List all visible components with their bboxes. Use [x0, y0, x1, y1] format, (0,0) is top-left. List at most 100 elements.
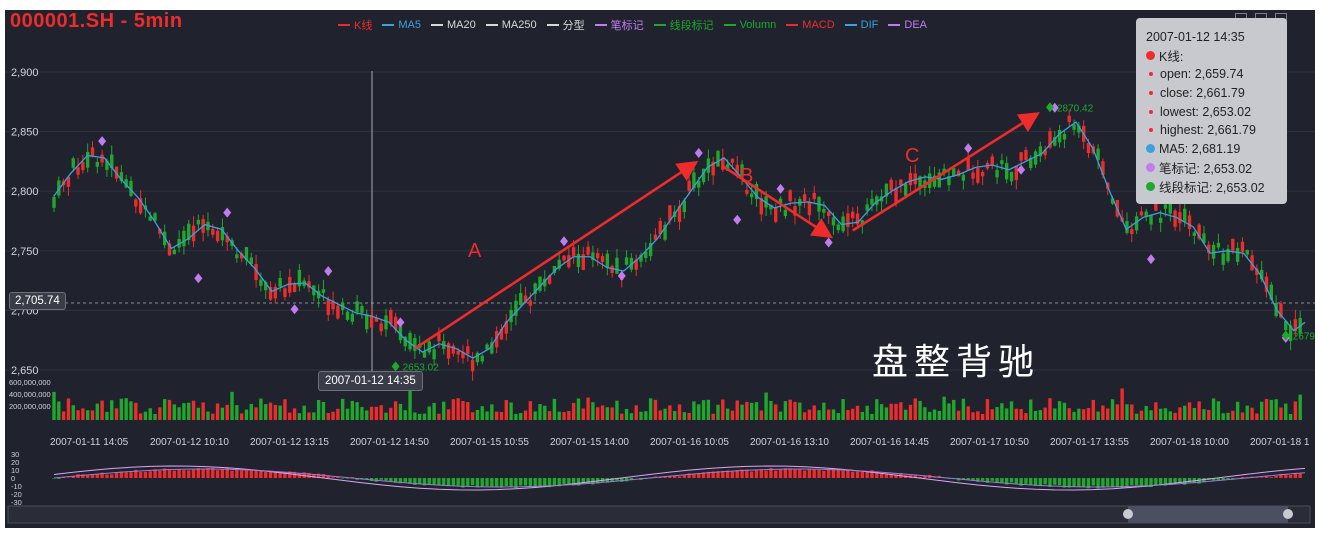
macd-bar — [851, 471, 855, 478]
legend-item[interactable]: DEA — [888, 17, 927, 33]
volume-bar — [1077, 408, 1081, 420]
macd-bar — [1197, 478, 1201, 484]
macd-bar — [345, 478, 350, 479]
volume-bar — [1072, 411, 1076, 420]
macd-bar — [110, 474, 114, 478]
candle-body — [1024, 149, 1028, 161]
candle-body — [1096, 148, 1100, 160]
volume-bar — [1187, 402, 1192, 420]
volume-bar — [932, 409, 937, 420]
volume-bar — [1115, 404, 1120, 420]
volume-bar — [817, 410, 821, 420]
x-tick-label: 2007-01-15 10:55 — [450, 437, 529, 448]
datazoom-track — [7, 505, 1311, 524]
volume-bar — [571, 402, 576, 420]
macd-bar — [1057, 478, 1062, 486]
volume-bar — [475, 409, 480, 420]
legend-item[interactable]: MA20 — [430, 17, 476, 33]
volume-bar — [1091, 399, 1095, 420]
volume-bar — [374, 406, 379, 420]
ma5-dot-icon — [1146, 144, 1155, 154]
bullet-icon — [1149, 72, 1153, 77]
volume-bar — [162, 399, 167, 420]
volume-bar — [523, 410, 528, 420]
volume-bar — [417, 413, 422, 420]
candle-body — [1033, 151, 1038, 165]
macd-bar — [201, 468, 205, 478]
volume-bar — [442, 401, 446, 420]
candle-body — [682, 200, 686, 213]
chart-title: 000001.SH - 5min — [10, 10, 183, 32]
volume-bar — [841, 399, 845, 420]
y-tick-label: 2,800 — [11, 186, 39, 198]
macd-tick-label: 10 — [11, 466, 19, 475]
volume-bar — [567, 411, 571, 420]
volume-bar — [673, 411, 677, 420]
volume-bar — [446, 409, 451, 420]
candle-body — [1134, 216, 1139, 231]
cursor-price-label: 2,705.74 — [9, 292, 66, 310]
macd-bar — [81, 474, 85, 478]
candle-body — [480, 355, 484, 362]
candle-body — [562, 255, 566, 261]
candle-body — [1207, 244, 1211, 253]
macd-bar — [557, 478, 561, 487]
volume-bar — [860, 411, 865, 420]
legend-item[interactable]: K线 — [338, 17, 372, 33]
macd-bar — [365, 478, 369, 480]
legend[interactable]: K线 MA5 MA20 MA250 分型 笔标记 线段标记 Volumn MACD DIF DEA — [338, 17, 927, 33]
macd-bar — [442, 478, 446, 486]
volume-bar — [725, 408, 730, 420]
legend-item[interactable]: Volumn — [723, 17, 776, 33]
macd-bar — [350, 477, 354, 478]
macd-bar — [1264, 475, 1269, 478]
candle-body — [360, 306, 364, 313]
macd-bar — [533, 478, 537, 488]
volume-bar — [1183, 405, 1187, 420]
candle-body — [894, 187, 898, 204]
candle-body — [802, 194, 807, 201]
candle-body — [899, 179, 903, 186]
volume-bar — [952, 399, 956, 420]
candle-body — [326, 299, 330, 315]
candle-body — [519, 293, 523, 306]
legend-item[interactable]: 线段标记 — [653, 17, 714, 33]
candle-body — [389, 309, 393, 324]
legend-item[interactable]: DIF — [844, 17, 878, 33]
volume-bar — [239, 413, 244, 420]
legend-item[interactable]: MA5 — [382, 17, 421, 33]
x-tick-label: 2007-01-12 13:15 — [250, 437, 329, 448]
macd-bar — [283, 472, 287, 478]
candle-body — [1014, 165, 1018, 181]
volume-bar — [610, 407, 614, 420]
legend-item[interactable]: MACD — [786, 17, 835, 33]
legend-item[interactable]: MA250 — [485, 17, 537, 33]
macd-tick-label: -10 — [11, 482, 22, 491]
macd-bar — [100, 472, 104, 478]
candle-body — [345, 311, 350, 320]
macd-bar — [697, 473, 701, 478]
macd-bar — [687, 473, 691, 478]
macd-bar — [446, 478, 451, 487]
volume-bar — [624, 408, 629, 420]
macd-bar — [1260, 477, 1264, 478]
volume-bar — [749, 402, 754, 420]
candle-body — [846, 213, 850, 228]
legend-line-icon — [382, 24, 395, 26]
volume-bar — [1255, 413, 1259, 420]
candle-body — [932, 175, 937, 187]
volume-bar — [134, 402, 138, 420]
macd-bar — [841, 470, 845, 478]
legend-item[interactable]: 分型 — [546, 17, 585, 33]
macd-bar — [668, 476, 672, 478]
volume-bar — [321, 401, 326, 420]
volume-bar — [360, 407, 364, 420]
candle-body — [759, 198, 763, 215]
volume-bar — [899, 402, 903, 420]
legend-label: 线段标记 — [669, 20, 714, 32]
legend-item[interactable]: 笔标记 — [594, 17, 644, 33]
bi-marker — [776, 183, 785, 194]
volume-bar — [355, 402, 359, 420]
macd-bar — [1144, 478, 1148, 487]
